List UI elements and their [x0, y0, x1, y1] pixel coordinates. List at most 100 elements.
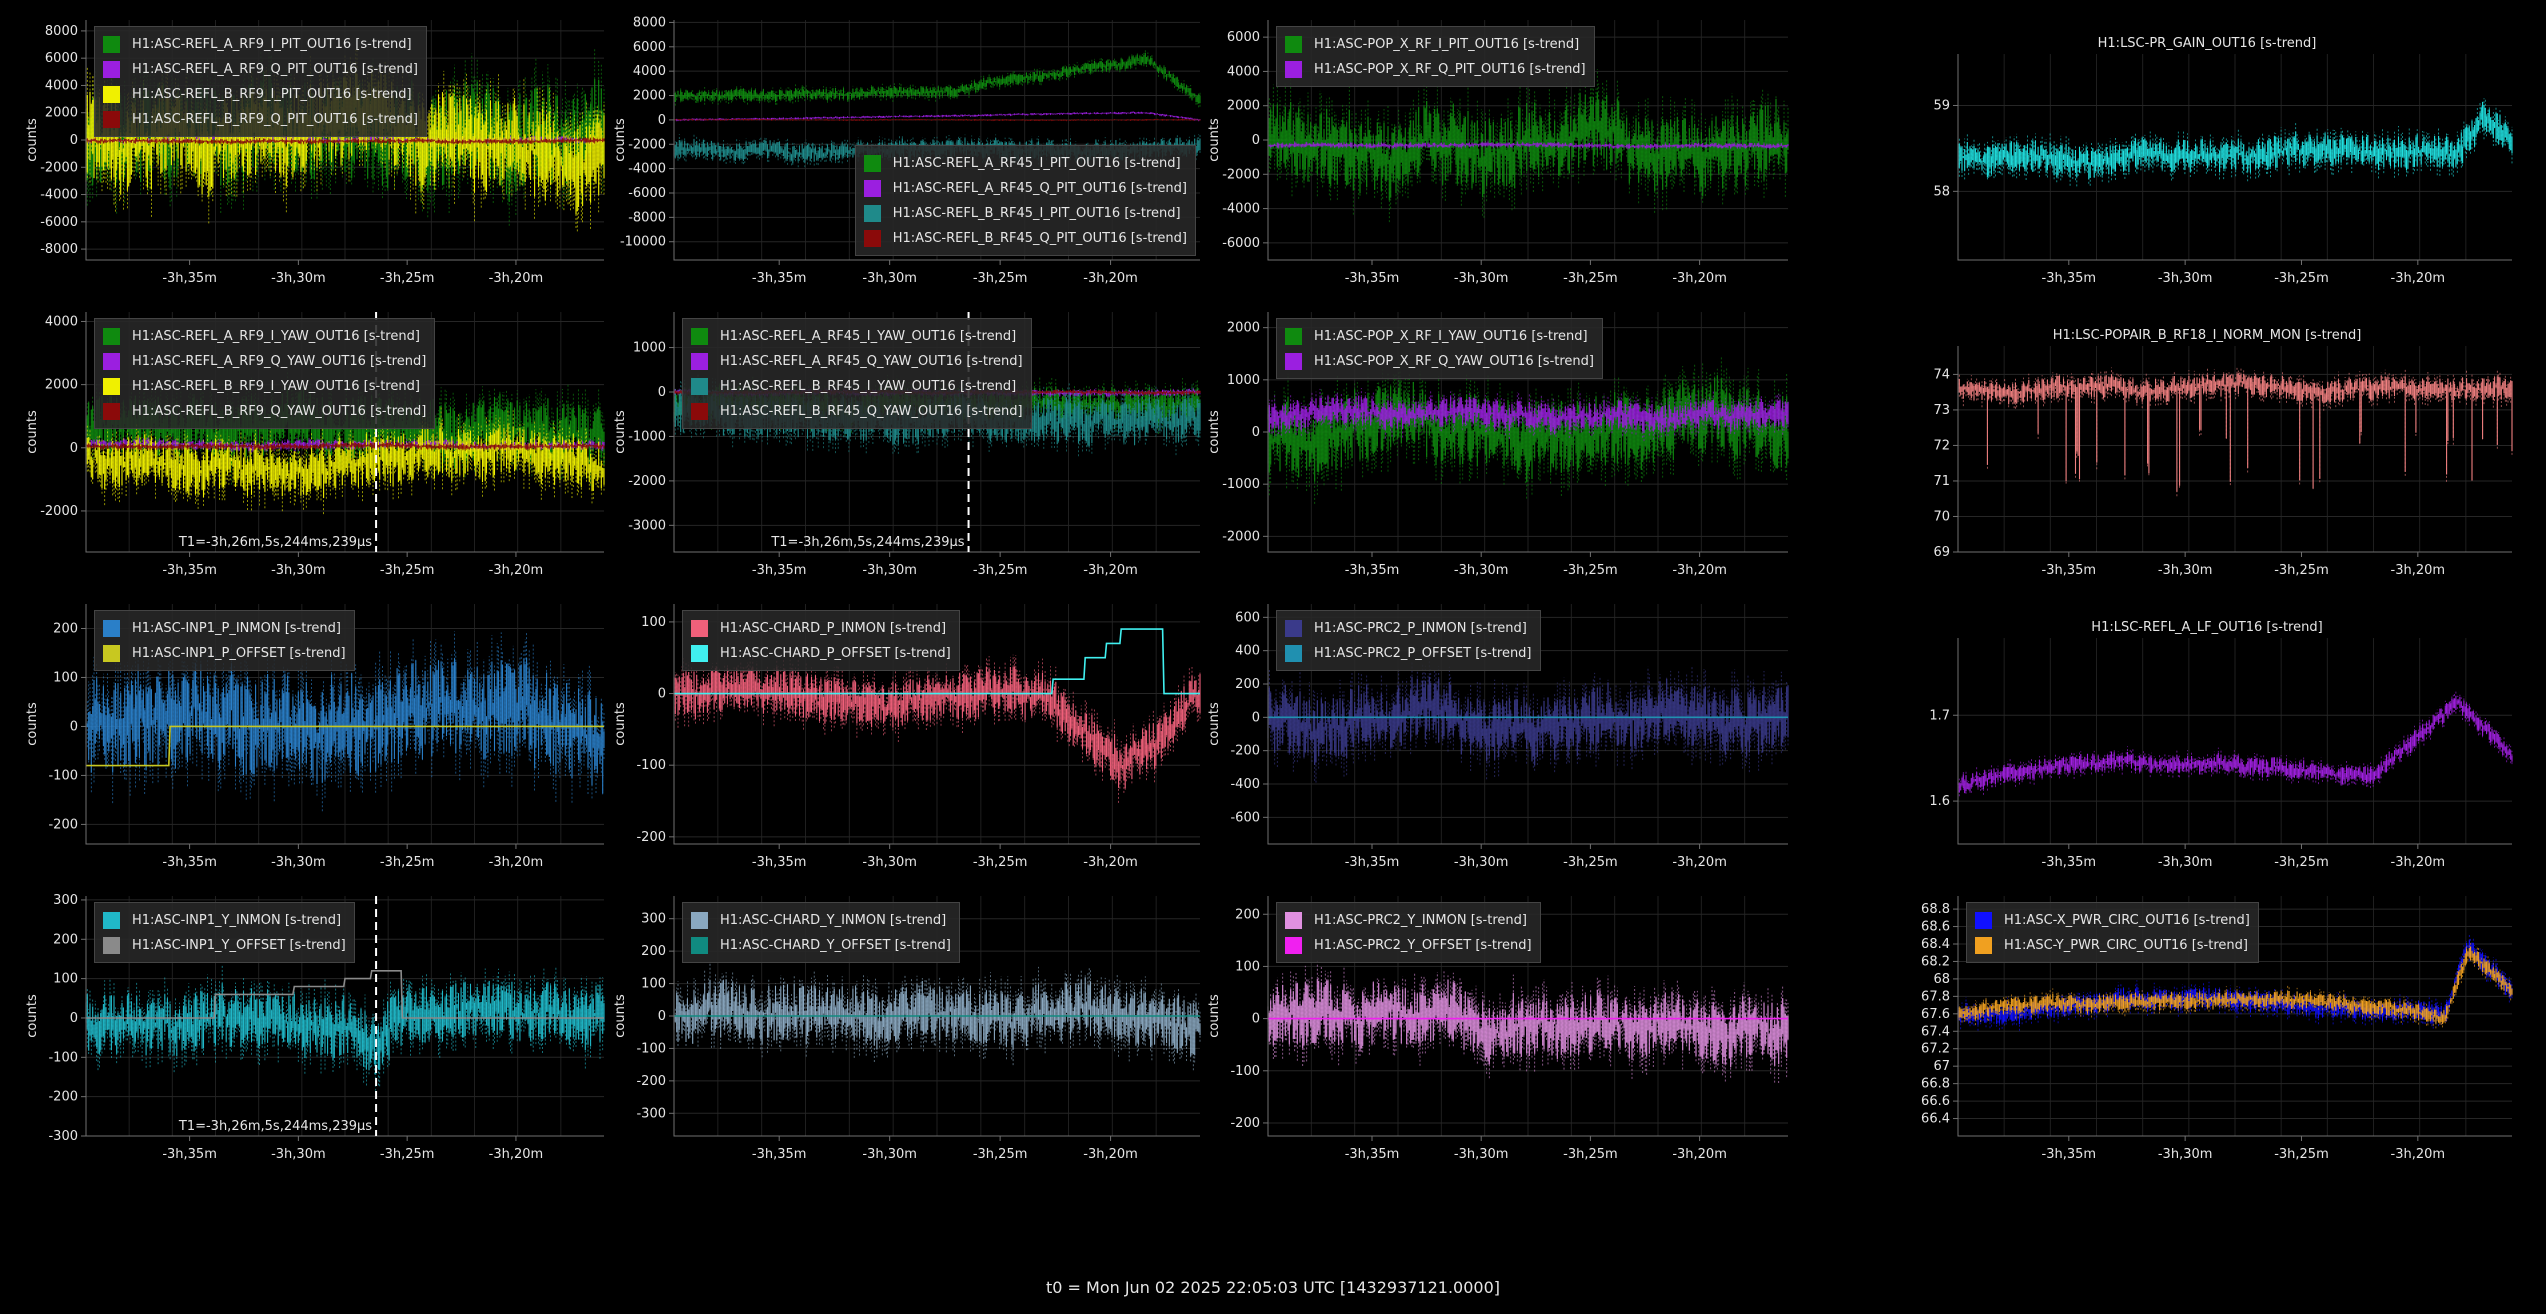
chart-title: H1:LSC-POPAIR_B_RF18_I_NORM_MON [s-trend… — [2052, 328, 2362, 343]
y-tick-label: 0 — [1252, 425, 1260, 440]
y-tick-label: -2000 — [1222, 167, 1260, 182]
chart-svg[interactable]: -200 -100 0 100 200 -3h,35m -3h,30m -3h,25m -3h,… — [1200, 886, 1800, 1174]
legend-item[interactable]: H1:ASC-REFL_B_RF45_Q_YAW_OUT16 [s-trend] — [691, 399, 1023, 424]
chart-svg[interactable]: -200 -100 0 100 200 -3h,35m -3h,30m -3h,25m -3h,… — [18, 594, 616, 882]
legend-item[interactable]: H1:ASC-REFL_B_RF9_I_YAW_OUT16 [s-trend] — [103, 374, 426, 399]
chart-svg[interactable]: -300 -200 -100 0 100 200 300 -3h,35m -3h,30m -3h,… — [606, 886, 1212, 1174]
legend-item[interactable]: H1:ASC-PRC2_Y_INMON [s-trend] — [1285, 908, 1532, 933]
legend-item[interactable]: H1:ASC-CHARD_Y_OFFSET [s-trend] — [691, 933, 951, 958]
legend-item[interactable]: H1:ASC-REFL_B_RF9_I_PIT_OUT16 [s-trend] — [103, 82, 418, 107]
chart-panel-10[interactable]: -200 -100 0 100 -3h,35m -3h,30m -3h,25m -3h,20m… — [606, 594, 1212, 882]
y-tick-label: -3000 — [628, 518, 666, 533]
legend-item[interactable]: H1:ASC-CHARD_P_INMON [s-trend] — [691, 616, 951, 641]
chart-panel-11[interactable]: -600 -400 -200 0 200 400 600 -3h,35m -3h,30m -3h,… — [1200, 594, 1800, 882]
legend-item[interactable]: H1:ASC-Y_PWR_CIRC_OUT16 [s-trend] — [1975, 933, 2250, 958]
y-tick-label: 0 — [658, 113, 666, 128]
x-tick-label: -3h,25m — [1563, 855, 1618, 870]
t0-footer: t0 = Mon Jun 02 2025 22:05:03 UTC [14329… — [1045, 1278, 1501, 1297]
legend-item[interactable]: H1:ASC-REFL_A_RF9_I_YAW_OUT16 [s-trend] — [103, 324, 426, 349]
y-tick-label: 100 — [53, 670, 78, 685]
legend-item[interactable]: H1:ASC-INP1_Y_INMON [s-trend] — [103, 908, 346, 933]
y-tick-label: 0 — [658, 385, 666, 400]
y-tick-label: -1000 — [628, 429, 666, 444]
legend-item[interactable]: H1:ASC-REFL_A_RF45_Q_YAW_OUT16 [s-trend] — [691, 349, 1023, 374]
legend-item[interactable]: H1:ASC-INP1_P_OFFSET [s-trend] — [103, 641, 346, 666]
legend-swatch — [691, 912, 708, 929]
series-2 — [86, 970, 604, 1019]
y-tick-label: 68.6 — [1921, 920, 1950, 935]
chart-panel-5[interactable]: -2000 0 2000 4000 -3h,35m -3h,30m -3h,25m -3h,2… — [18, 302, 616, 590]
y-tick-label: 73 — [1933, 403, 1950, 418]
legend-item[interactable]: H1:ASC-PRC2_Y_OFFSET [s-trend] — [1285, 933, 1532, 958]
chart-panel-2[interactable]: -10000 -8000 -6000 -4000 -2000 0 2000 4000 6000 8… — [606, 10, 1212, 298]
chart-panel-4[interactable]: H1:LSC-PR_GAIN_OUT16 [s-trend] 58 59 -3h,35… — [1890, 10, 2524, 298]
legend-item[interactable]: H1:ASC-INP1_Y_OFFSET [s-trend] — [103, 933, 346, 958]
chart-svg[interactable]: -10000 -8000 -6000 -4000 -2000 0 2000 4000 6000 8… — [606, 10, 1212, 298]
legend-swatch — [691, 378, 708, 395]
legend-item[interactable]: H1:ASC-INP1_P_INMON [s-trend] — [103, 616, 346, 641]
legend: H1:ASC-X_PWR_CIRC_OUT16 [s-trend] H1:ASC-… — [1966, 902, 2259, 963]
y-tick-label: -8000 — [40, 242, 78, 257]
legend-item[interactable]: H1:ASC-REFL_B_RF45_I_YAW_OUT16 [s-trend] — [691, 374, 1023, 399]
x-tick-label: -3h,20m — [489, 855, 544, 870]
x-tick-label: -3h,25m — [1563, 1147, 1618, 1162]
chart-svg[interactable]: -6000 -4000 -2000 0 2000 4000 6000 -3h,35m -3h,3… — [1200, 10, 1800, 298]
legend-item[interactable]: H1:ASC-POP_X_RF_Q_YAW_OUT16 [s-trend] — [1285, 349, 1594, 374]
legend-item[interactable]: H1:ASC-PRC2_P_OFFSET [s-trend] — [1285, 641, 1532, 666]
legend-item[interactable]: H1:ASC-REFL_A_RF45_Q_PIT_OUT16 [s-trend] — [863, 176, 1187, 201]
legend-label: H1:ASC-CHARD_Y_OFFSET [s-trend] — [720, 938, 951, 953]
axes — [673, 604, 1200, 845]
chart-svg[interactable]: 69 70 71 72 73 74 -3h,35m -3h,30m -3h,25m -3h,20m — [1890, 302, 2524, 590]
legend-item[interactable]: H1:ASC-REFL_B_RF9_Q_PIT_OUT16 [s-trend] — [103, 107, 418, 132]
chart-svg[interactable]: 58 59 -3h,35m -3h,30m -3h,25m -3h,20m — [1890, 10, 2524, 298]
legend-swatch — [1285, 912, 1302, 929]
legend-item[interactable]: H1:ASC-REFL_A_RF9_Q_PIT_OUT16 [s-trend] — [103, 57, 418, 82]
chart-panel-13[interactable]: -300 -200 -100 0 100 200 300 -3h,35m -3h,30m -3h,… — [18, 886, 616, 1174]
x-tick-label: -3h,20m — [1672, 563, 1727, 578]
legend-label: H1:ASC-REFL_A_RF45_I_PIT_OUT16 [s-trend] — [892, 156, 1181, 171]
legend-label: H1:ASC-PRC2_P_INMON [s-trend] — [1314, 621, 1527, 636]
legend-item[interactable]: H1:ASC-POP_X_RF_Q_PIT_OUT16 [s-trend] — [1285, 57, 1586, 82]
legend-item[interactable]: H1:ASC-REFL_A_RF45_I_PIT_OUT16 [s-trend] — [863, 151, 1187, 176]
legend-item[interactable]: H1:ASC-REFL_A_RF9_Q_YAW_OUT16 [s-trend] — [103, 349, 426, 374]
y-tick-label: -200 — [636, 1074, 666, 1089]
y-tick-label: 200 — [1235, 677, 1260, 692]
x-tick-label: -3h,30m — [271, 271, 326, 286]
chart-panel-3[interactable]: -6000 -4000 -2000 0 2000 4000 6000 -3h,35m -3h,3… — [1200, 10, 1800, 298]
cursor-label: T1=-3h,26m,5s,244ms,239μs — [770, 535, 964, 550]
chart-svg[interactable]: 1.6 1.7 -3h,35m -3h,30m -3h,25m -3h,20m — [1890, 594, 2524, 882]
chart-panel-16[interactable]: 66.4 66.6 66.8 67 67.2 67.4 67.6 67.8 68 68.2 68.4… — [1890, 886, 2524, 1174]
legend-item[interactable]: H1:ASC-CHARD_P_OFFSET [s-trend] — [691, 641, 951, 666]
chart-svg[interactable]: -2000 -1000 0 1000 2000 -3h,35m -3h,30m -3h,25m… — [1200, 302, 1800, 590]
y-tick-label: -400 — [1230, 777, 1260, 792]
chart-panel-6[interactable]: -3000 -2000 -1000 0 1000 -3h,35m -3h,30m -3h,25… — [606, 302, 1212, 590]
y-tick-label: 67 — [1933, 1059, 1950, 1074]
chart-svg[interactable]: -200 -100 0 100 -3h,35m -3h,30m -3h,25m -3h,20m… — [606, 594, 1212, 882]
x-tick-label: -3h,25m — [2274, 271, 2329, 286]
y-tick-label: 67.2 — [1921, 1042, 1950, 1057]
legend-item[interactable]: H1:ASC-REFL_B_RF45_Q_PIT_OUT16 [s-trend] — [863, 226, 1187, 251]
legend-item[interactable]: H1:ASC-CHARD_Y_INMON [s-trend] — [691, 908, 951, 933]
x-tick-label: -3h,25m — [973, 1147, 1028, 1162]
legend-item[interactable]: H1:ASC-REFL_A_RF45_I_YAW_OUT16 [s-trend] — [691, 324, 1023, 349]
chart-panel-9[interactable]: -200 -100 0 100 200 -3h,35m -3h,30m -3h,25m -3h,… — [18, 594, 616, 882]
legend-item[interactable]: H1:ASC-POP_X_RF_I_PIT_OUT16 [s-trend] — [1285, 32, 1586, 57]
chart-panel-14[interactable]: -300 -200 -100 0 100 200 300 -3h,35m -3h,30m -3h,… — [606, 886, 1212, 1174]
chart-panel-8[interactable]: H1:LSC-POPAIR_B_RF18_I_NORM_MON [s-trend… — [1890, 302, 2524, 590]
legend-item[interactable]: H1:ASC-REFL_B_RF45_I_PIT_OUT16 [s-trend] — [863, 201, 1187, 226]
y-tick-label: 68.8 — [1921, 902, 1950, 917]
chart-panel-12[interactable]: H1:LSC-REFL_A_LF_OUT16 [s-trend] 1.6 1.7 -3… — [1890, 594, 2524, 882]
chart-panel-7[interactable]: -2000 -1000 0 1000 2000 -3h,35m -3h,30m -3h,25m… — [1200, 302, 1800, 590]
legend-swatch — [103, 328, 120, 345]
legend-label: H1:ASC-REFL_B_RF45_Q_PIT_OUT16 [s-trend] — [892, 231, 1187, 246]
chart-svg[interactable]: 66.4 66.6 66.8 67 67.2 67.4 67.6 67.8 68 68.2 68.4… — [1890, 886, 2524, 1174]
legend-item[interactable]: H1:ASC-POP_X_RF_I_YAW_OUT16 [s-trend] — [1285, 324, 1594, 349]
legend-item[interactable]: H1:ASC-PRC2_P_INMON [s-trend] — [1285, 616, 1532, 641]
chart-panel-1[interactable]: -8000 -6000 -4000 -2000 0 2000 4000 6000 8000 -3h… — [18, 10, 616, 298]
legend-item[interactable]: H1:ASC-REFL_A_RF9_I_PIT_OUT16 [s-trend] — [103, 32, 418, 57]
legend-item[interactable]: H1:ASC-REFL_B_RF9_Q_YAW_OUT16 [s-trend] — [103, 399, 426, 424]
chart-panel-15[interactable]: -200 -100 0 100 200 -3h,35m -3h,30m -3h,25m -3h,… — [1200, 886, 1800, 1174]
legend-item[interactable]: H1:ASC-X_PWR_CIRC_OUT16 [s-trend] — [1975, 908, 2250, 933]
x-tick-label: -3h,25m — [973, 855, 1028, 870]
x-tick-label: -3h,25m — [2274, 1147, 2329, 1162]
